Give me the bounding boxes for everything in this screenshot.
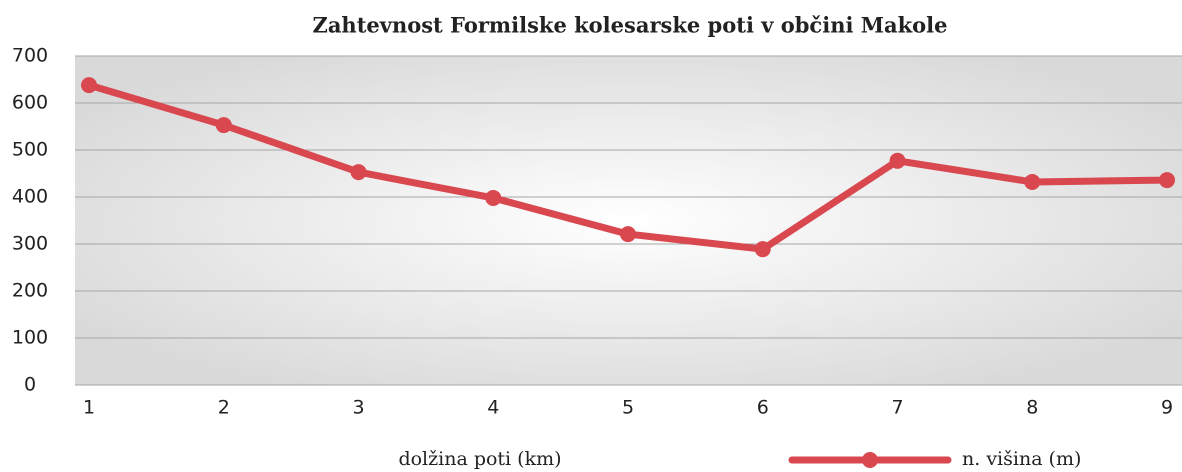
x-tick-label: 9 [1161,397,1173,419]
x-tick-label: 2 [218,397,230,419]
x-tick-label: 4 [487,397,499,419]
x-axis-label: dolžina poti (km) [398,448,561,470]
point [1159,172,1175,189]
legend-marker [862,452,878,468]
chart-title: Zahtevnost Formilske kolesarske poti v o… [312,13,947,38]
point [754,241,771,258]
x-tick-label: 7 [891,397,903,419]
x-tick-label: 8 [1026,397,1038,419]
x-tick-label: 6 [757,397,769,419]
x-tick-label: 3 [352,397,364,419]
y-tick-label: 300 [12,233,48,255]
point [81,77,97,94]
point [889,152,906,169]
y-tick-label: 600 [12,92,48,114]
y-tick-label: 0 [24,374,36,396]
y-tick-label: 700 [12,45,48,67]
plot-area [75,56,1182,385]
legend-label: n. višina (m) [962,448,1081,470]
y-tick-label: 500 [12,139,48,161]
y-tick-label: 200 [12,280,48,302]
point [485,189,502,206]
x-tick-label: 5 [622,397,634,419]
point [215,117,232,134]
y-tick-label: 100 [12,327,48,349]
x-tick-label: 1 [83,397,95,419]
point [1024,173,1041,190]
point [350,164,367,181]
y-tick-label: 400 [12,186,48,208]
point [620,226,636,243]
